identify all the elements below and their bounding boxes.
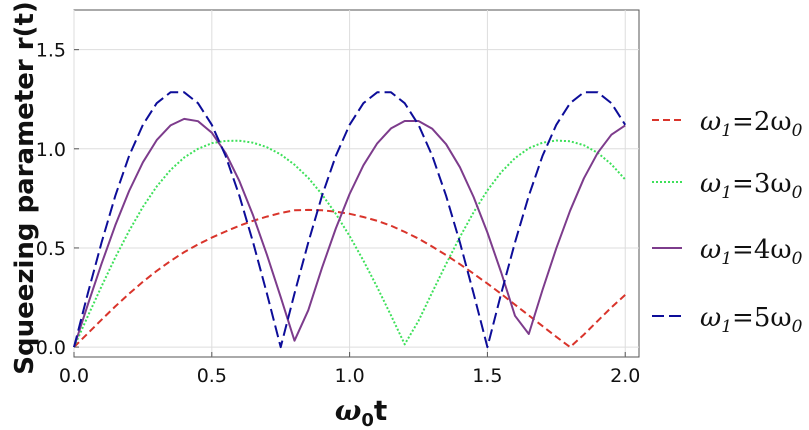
legend-label-part: ω	[700, 235, 721, 265]
x-tick-label: 1.0	[335, 365, 365, 387]
series-line-3	[73, 117, 626, 348]
y-tick-label: 0.0	[36, 337, 66, 359]
x-tick-label: 1.5	[472, 365, 502, 387]
series-line-4	[73, 91, 627, 349]
legend-label-part: =2ω	[732, 107, 792, 137]
legend-label-part: 1	[721, 121, 732, 141]
x-axis-title-sub: 0	[361, 410, 374, 430]
y-tick-label: 1.0	[36, 139, 66, 161]
ticks: 0.0 0.5 1.0 1.5 2.0 0.0 0.5 1.0 1.5	[36, 40, 641, 387]
legend-label-part: ω	[700, 107, 721, 137]
legend-label-part: 0	[792, 317, 803, 337]
x-axis-title-tail: t	[374, 394, 387, 427]
x-tick-label: 0.0	[59, 365, 89, 387]
legend-label-part: 1	[721, 183, 732, 203]
legend-label-1: ω1=2ω0	[700, 107, 803, 141]
legend-label-part: ω	[700, 303, 721, 333]
legend-label-part: 0	[792, 183, 803, 203]
y-tick-label: 0.5	[36, 238, 66, 260]
y-tick-label: 1.5	[36, 40, 66, 62]
legend-label-part: 0	[792, 249, 803, 269]
series-lines	[73, 91, 627, 349]
legend-label-part: 1	[721, 249, 732, 269]
legend-label-part: 1	[721, 317, 732, 337]
grid	[73, 10, 639, 357]
y-axis-title: Squeezing parameter r(t)	[10, 1, 40, 375]
legend-label-2: ω1=3ω0	[700, 169, 803, 203]
legend-label-part: ω	[700, 169, 721, 199]
legend-label-3: ω1=4ω0	[700, 235, 803, 269]
legend-label-part: =5ω	[732, 303, 792, 333]
x-axis-title: ω0t	[335, 394, 388, 430]
series-line-2	[73, 139, 626, 348]
x-tick-label: 0.5	[197, 365, 227, 387]
legend-label-part: =4ω	[732, 235, 792, 265]
x-axis-title-main: ω	[335, 394, 362, 427]
legend-label-part: =3ω	[732, 169, 792, 199]
legend-label-part: 0	[792, 121, 803, 141]
legend-label-4: ω1=5ω0	[700, 303, 803, 337]
x-tick-label: 2.0	[610, 365, 640, 387]
